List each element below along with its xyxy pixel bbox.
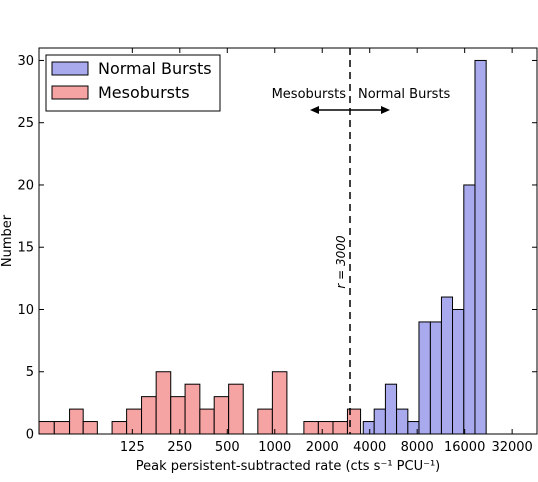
mesobursts-bar — [332, 421, 348, 435]
mesobursts-bar — [170, 396, 186, 435]
y-ticks: 0 5 10 15 20 25 30 — [17, 54, 537, 443]
y-tick-label: 5 — [26, 365, 34, 380]
mesobursts-bar — [82, 421, 98, 435]
mesobursts-bar — [126, 408, 143, 435]
arrow-left-head — [310, 106, 320, 114]
normal-bursts-bar — [474, 59, 487, 435]
bars-layer — [38, 59, 487, 435]
mesobursts-bar — [53, 421, 71, 435]
mesobursts-bar — [303, 421, 319, 435]
x-tick-label: 32000 — [491, 440, 532, 455]
mesobursts-bar — [155, 371, 172, 435]
x-tick-label: 500 — [215, 440, 240, 455]
normal-bursts-bar — [384, 383, 398, 435]
legend-swatch — [51, 61, 89, 76]
plot-frame — [38, 47, 538, 435]
normal-bursts-bar — [418, 321, 431, 435]
x-axis-label: Peak persistent-subtracted rate (cts s⁻¹… — [136, 459, 441, 474]
normal-bursts-annotation: Normal Bursts — [358, 87, 451, 102]
mesobursts-bar — [228, 383, 244, 435]
y-tick-label: 15 — [17, 241, 34, 256]
normal-bursts-bar — [429, 321, 442, 435]
y-tick-label: 25 — [17, 116, 34, 131]
legend: Normal Bursts Mesobursts — [45, 54, 221, 112]
normal-bursts-bar — [452, 308, 465, 435]
x-tick-label: 125 — [120, 440, 145, 455]
x-ticks: 125 250 500 1000 2000 4000 8000 16000 32000 — [120, 48, 533, 455]
normal-bursts-bar — [362, 421, 375, 435]
x-tick-label: 4000 — [353, 440, 386, 455]
mesobursts-bar — [213, 396, 230, 435]
mesobursts-bar — [111, 421, 128, 435]
y-axis-label: Number — [0, 214, 15, 267]
arrow-right-head — [381, 106, 391, 114]
mesobursts-bar — [317, 421, 334, 435]
x-tick-label: 16000 — [444, 440, 485, 455]
y-tick-label: 10 — [17, 303, 34, 318]
normal-bursts-bar — [396, 408, 409, 435]
mesobursts-bar — [38, 421, 55, 435]
legend-label: Mesobursts — [98, 83, 190, 102]
x-tick-label: 2000 — [306, 440, 339, 455]
mesobursts-bar — [271, 371, 288, 435]
mesobursts-bar — [257, 408, 273, 435]
legend-label: Normal Bursts — [98, 59, 212, 78]
y-tick-label: 0 — [26, 428, 34, 443]
y-tick-label: 30 — [17, 54, 34, 69]
mesobursts-bar — [69, 408, 84, 435]
normal-bursts-bar — [463, 184, 476, 435]
mesobursts-bar — [184, 383, 201, 435]
normal-bursts-bar — [373, 408, 386, 435]
threshold-label: r = 3000 — [334, 235, 348, 289]
x-tick-label: 250 — [167, 440, 192, 455]
axes-layer — [38, 47, 538, 435]
x-tick-label: 1000 — [258, 440, 291, 455]
threshold-annotation: r = 3000 Mesobursts Normal Bursts — [272, 48, 451, 434]
normal-bursts-bar — [440, 296, 454, 435]
y-tick-label: 20 — [17, 178, 34, 193]
x-tick-label: 8000 — [401, 440, 434, 455]
mesobursts-annotation: Mesobursts — [272, 87, 347, 102]
legend-swatch — [51, 85, 89, 100]
mesobursts-bar — [199, 408, 215, 435]
mesobursts-bar — [141, 396, 157, 435]
